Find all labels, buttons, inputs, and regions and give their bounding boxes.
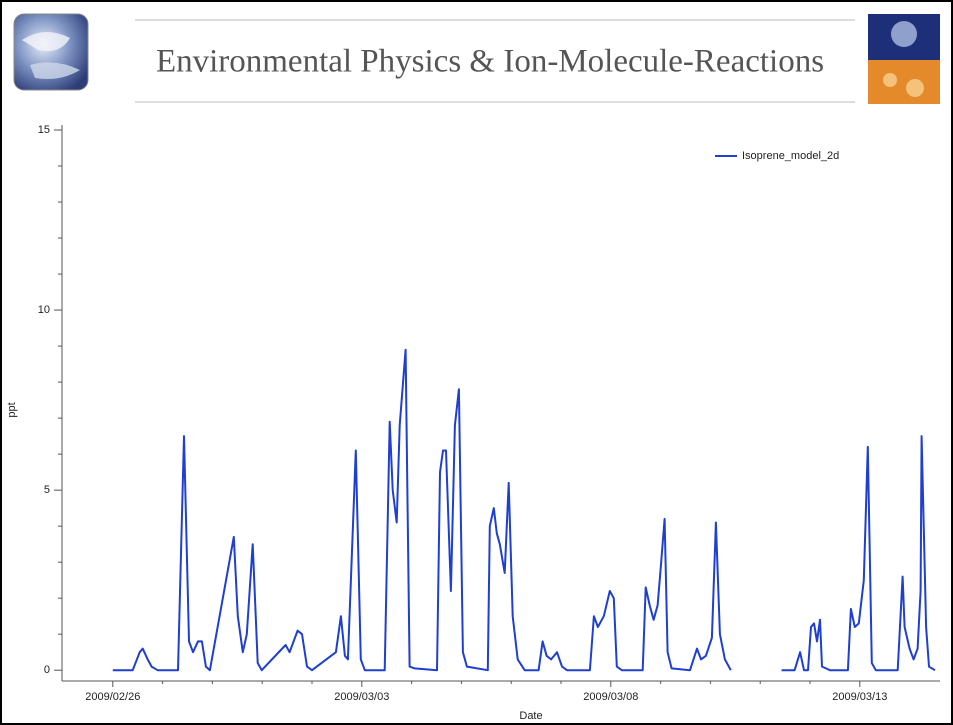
x-tick-label: 2009/03/13 — [832, 691, 887, 703]
x-axis-label: Date — [519, 710, 542, 722]
x-tick-label: 2009/02/26 — [85, 691, 140, 703]
x-tick-label: 2009/03/03 — [334, 691, 389, 703]
y-tick-label: 10 — [38, 304, 50, 316]
y-tick-label: 15 — [38, 124, 50, 136]
slide-title: Environmental Physics & Ion-Molecule-Rea… — [156, 44, 824, 80]
y-tick-label: 5 — [44, 484, 50, 496]
y-tick-label: 0 — [44, 664, 50, 676]
left-logo — [13, 13, 89, 91]
series-line — [112, 348, 936, 672]
y-axis-label: ppt — [6, 402, 18, 417]
university-logo — [868, 14, 940, 104]
legend-label: Isoprene_model_2d — [742, 150, 839, 162]
x-tick-label: 2009/03/08 — [583, 691, 638, 703]
